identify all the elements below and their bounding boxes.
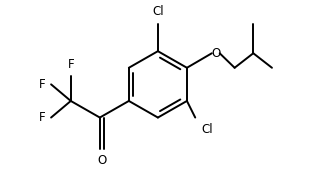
- Text: F: F: [39, 78, 45, 91]
- Text: O: O: [97, 154, 107, 167]
- Text: Cl: Cl: [152, 5, 164, 18]
- Text: F: F: [39, 111, 45, 124]
- Text: Cl: Cl: [202, 123, 213, 136]
- Text: F: F: [68, 58, 74, 71]
- Text: O: O: [211, 47, 221, 60]
